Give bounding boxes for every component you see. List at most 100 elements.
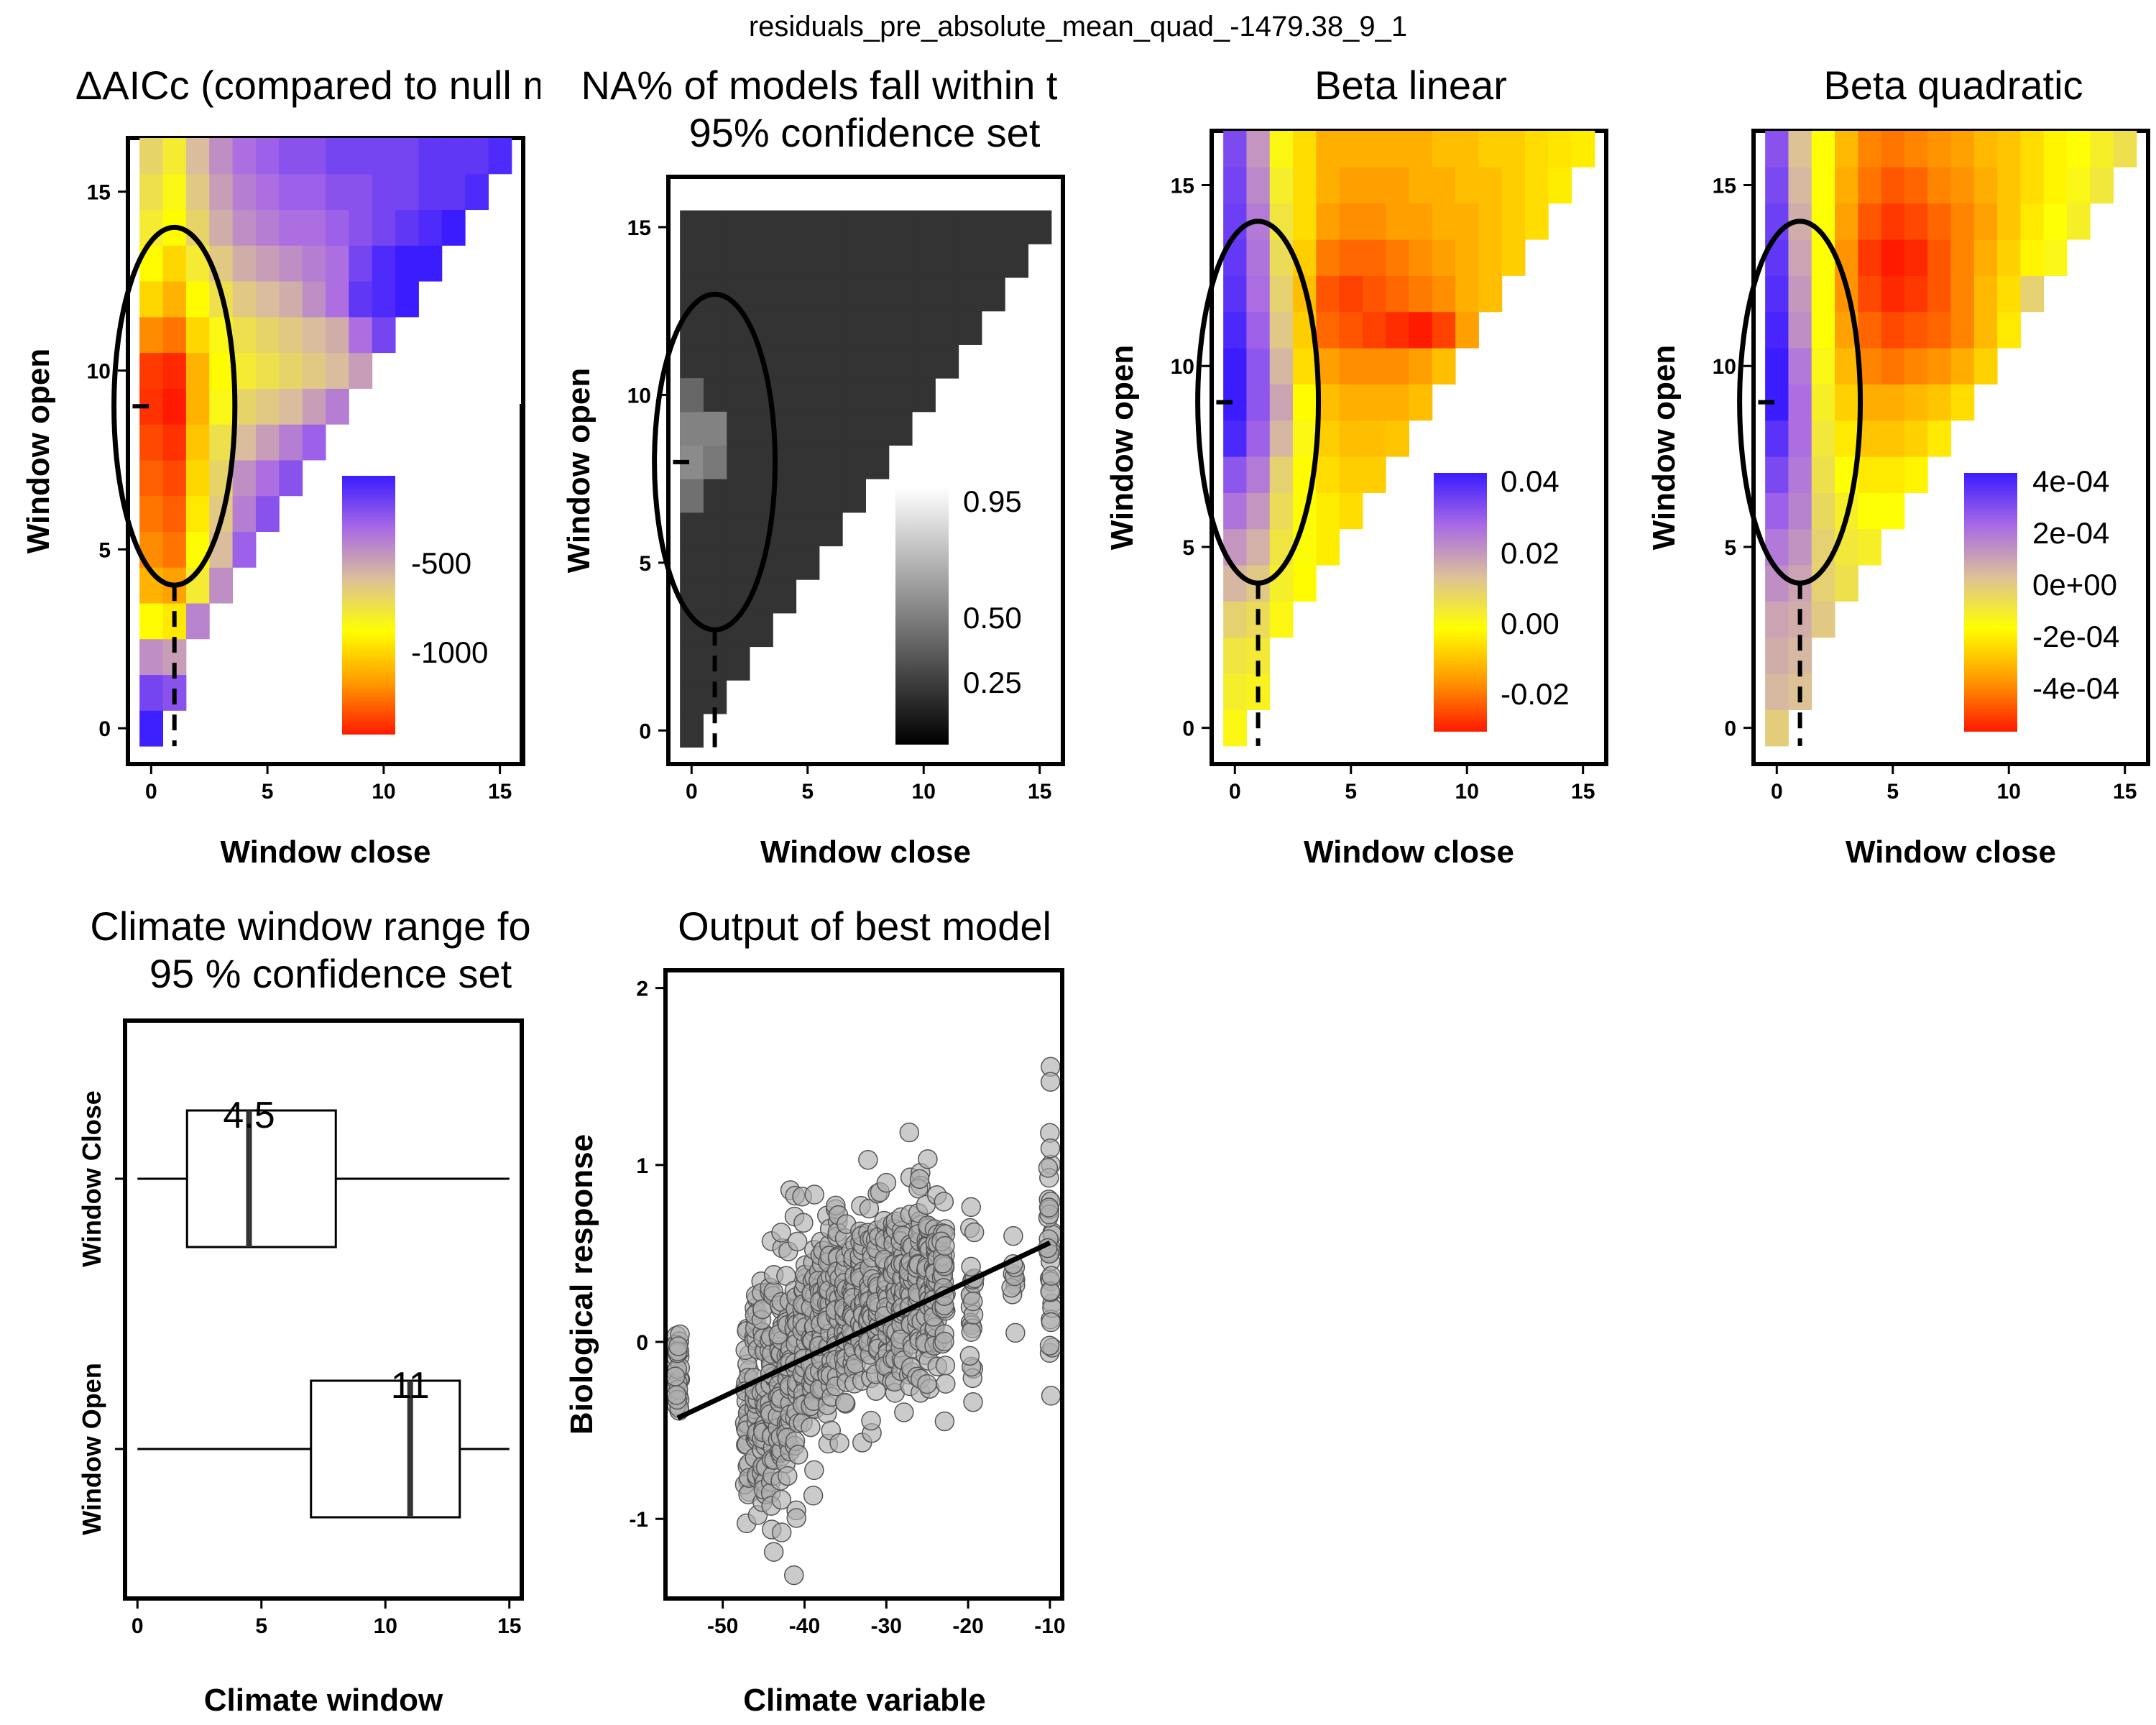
panel-beta2: 4e-04 2e-04 0e+00 -2e-04 -4e-04 0 0 5 5 10 10 15 15 W… (1646, 63, 2150, 870)
heatmap-cell (1881, 203, 1905, 240)
heatmap-cell (1858, 275, 1882, 313)
heatmap-cell (1788, 528, 1812, 566)
heatmap-cell (302, 245, 326, 282)
legend-label: 0.50 (963, 601, 1022, 635)
heatmap-cell (888, 244, 913, 278)
heatmap-cell (2020, 167, 2045, 204)
heatmap-cell (680, 680, 704, 714)
heatmap-cell (888, 277, 913, 312)
heatmap-cell (912, 210, 936, 244)
heatmap-cell (703, 479, 727, 513)
heatmap-cell (1223, 348, 1247, 385)
heatmap-cell (255, 138, 280, 175)
heatmap-cell (819, 244, 843, 278)
heatmap-cell (1811, 601, 1835, 638)
heatmap-cell (372, 281, 396, 318)
scatter-point (1041, 1386, 1060, 1406)
heatmap-cell (1246, 528, 1271, 566)
heatmap-cell (842, 244, 866, 278)
heatmap-cell (1973, 311, 1998, 349)
heatmap-cell (1973, 348, 1998, 385)
heatmap-cell (1432, 348, 1456, 385)
heatmap-cell (1973, 275, 1998, 313)
heatmap-cell (1524, 131, 1549, 167)
scatter-point (933, 1254, 953, 1274)
title-group: Beta quadratic (1823, 63, 2083, 108)
box-category-label: Window Open (77, 1363, 106, 1535)
heatmap-cell (1339, 239, 1363, 276)
heatmap-cell (1293, 131, 1317, 167)
heatmap-cell (302, 209, 326, 246)
heatmap-cell (750, 411, 773, 446)
heatmap-cell (1339, 456, 1363, 493)
heatmap-cell (958, 310, 982, 345)
heatmap-cell (981, 244, 1005, 278)
heatmap-cell (1788, 456, 1812, 493)
heatmap-cell (750, 210, 773, 244)
median-label: 11 (391, 1365, 430, 1407)
heatmap-cell (372, 316, 396, 354)
heatmap-cell (1293, 565, 1317, 602)
heatmap-cell (1788, 384, 1812, 421)
heatmap-cell (750, 445, 773, 479)
panel-title: ΔAICc (compared to null mo (75, 63, 579, 108)
heatmap-cell (441, 138, 466, 175)
x-tick-label: 0 (145, 780, 157, 804)
x-tick-label: 15 (2113, 780, 2137, 804)
scatter-point (786, 1508, 806, 1528)
heatmap-cell (1478, 239, 1503, 276)
box-body (310, 1379, 461, 1519)
y-axis-label: Window open (21, 349, 56, 554)
heatmap-cell (1478, 275, 1503, 313)
heatmap-cell (1524, 203, 1549, 240)
heatmap-cell (1950, 311, 1975, 349)
heatmap-cell (1478, 167, 1503, 204)
heatmap-cell (1835, 420, 1858, 457)
y-tick-label: 10 (1171, 355, 1194, 379)
heatmap-cell (1223, 131, 1247, 167)
heatmap-cell (1293, 348, 1317, 385)
heatmap-cell-highlight (680, 378, 704, 413)
heatmap-cell (209, 567, 234, 604)
heatmap-cell (1432, 239, 1456, 276)
heatmap-cell (255, 352, 280, 389)
panel-title: Output of best model (678, 903, 1051, 949)
heatmap-cell (162, 459, 187, 497)
scatter-point (793, 1213, 814, 1233)
median-label: 4.5 (223, 1095, 275, 1136)
heatmap-cell (912, 344, 936, 379)
heatmap-cell (1811, 311, 1835, 349)
heatmap-cell (418, 245, 443, 282)
heatmap-cell (465, 138, 489, 175)
heatmap-cell (865, 378, 890, 413)
heatmap-cell (279, 388, 303, 425)
heatmap-cell (703, 210, 727, 244)
heatmap-cell (703, 378, 727, 413)
heatmap-cell (1269, 601, 1294, 638)
heatmap-cell (1811, 348, 1835, 385)
heatmap-cell (2043, 167, 2068, 204)
heatmap-cell (888, 411, 913, 446)
heatmap-cell (162, 173, 187, 211)
heatmap-cell (185, 316, 210, 354)
heatmap-cell (1997, 311, 2021, 349)
heatmap-cell (773, 344, 797, 379)
heatmap-cell (1811, 420, 1835, 457)
y-tick-label: 0 (639, 719, 651, 743)
heatmap-cell (441, 173, 466, 211)
heatmap-cell (372, 245, 396, 282)
heatmap-cell (703, 344, 727, 379)
heatmap-cell (888, 310, 913, 345)
heatmap-cell (1927, 348, 1951, 385)
heatmap-cell (279, 245, 303, 282)
x-tick-label: 0 (686, 780, 698, 804)
heatmap-cell (1950, 131, 1975, 167)
heatmap-cell (1881, 131, 1905, 167)
heatmap-cell (1432, 203, 1456, 240)
heatmap-cell (819, 210, 843, 244)
panel-subtitle: 95% confidence set (689, 110, 1041, 155)
heatmap-cell (1858, 239, 1882, 276)
scatter-point (778, 1466, 798, 1486)
